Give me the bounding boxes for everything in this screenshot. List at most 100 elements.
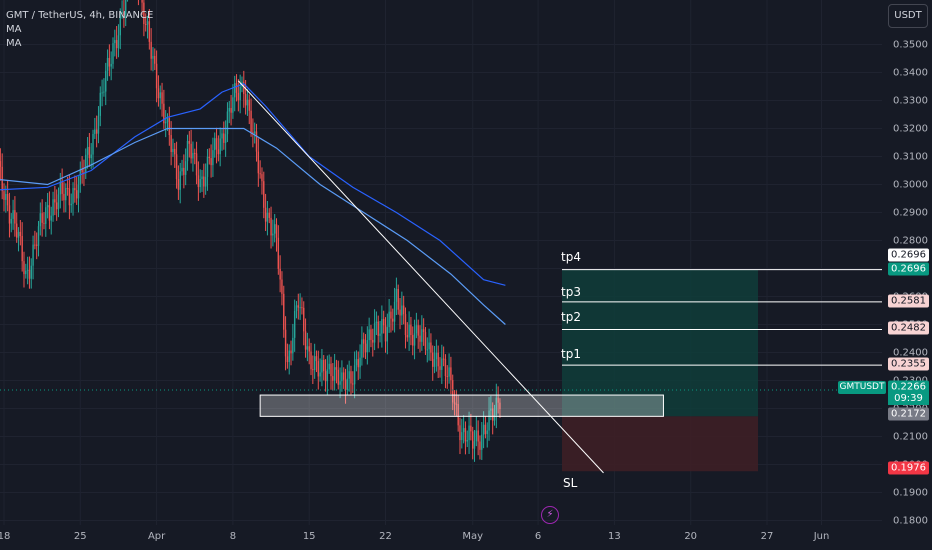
- candle-body: [408, 324, 410, 338]
- candle-body: [421, 329, 423, 342]
- candle-body: [263, 181, 265, 208]
- candle-body: [379, 333, 381, 336]
- candle-body: [333, 367, 336, 381]
- candle-body: [473, 441, 476, 449]
- candle-body: [206, 156, 209, 177]
- candle-body: [252, 132, 254, 134]
- currency-button[interactable]: USDT: [888, 4, 928, 28]
- stop-loss-price-tag: 0.1976: [888, 461, 929, 475]
- candle-body: [424, 332, 427, 350]
- candle-body: [148, 21, 151, 42]
- candle-body: [268, 212, 270, 218]
- candle-body: [192, 152, 194, 159]
- price-tick-label: 0.3400: [893, 67, 928, 78]
- candle-body: [152, 55, 154, 59]
- candle-body: [306, 346, 309, 350]
- date-tick-label: May: [462, 531, 484, 542]
- candle-body: [448, 367, 450, 377]
- candle-body: [348, 371, 350, 379]
- candle-body: [52, 199, 54, 216]
- candle-body: [297, 305, 299, 308]
- tp3-label: tp3: [561, 285, 581, 299]
- ma-indicator-2[interactable]: MA: [6, 38, 22, 49]
- candle-body: [310, 351, 312, 370]
- ma-indicator-1[interactable]: MA: [6, 24, 22, 35]
- candle-body: [223, 133, 225, 143]
- candle-body: [368, 329, 370, 341]
- candle-body: [288, 350, 290, 363]
- candle-body: [146, 21, 149, 25]
- candle-body: [477, 430, 479, 442]
- candle-body: [54, 199, 56, 203]
- sl-label: SL: [563, 476, 578, 490]
- candle-body: [5, 193, 7, 200]
- candle-body: [177, 178, 180, 190]
- candle-body: [466, 440, 468, 442]
- candle-body: [399, 309, 401, 316]
- candle-body: [446, 376, 448, 378]
- candle-body: [39, 213, 42, 227]
- candle-body: [75, 190, 78, 199]
- candle-body: [188, 141, 190, 144]
- candle-body: [412, 335, 414, 346]
- candle-body: [350, 371, 352, 384]
- candle-body: [121, 12, 123, 14]
- candle-body: [455, 403, 458, 405]
- candle-body: [283, 293, 285, 330]
- date-tick-label: 27: [760, 531, 774, 542]
- candle-body: [457, 404, 459, 426]
- candle-body: [30, 265, 32, 279]
- candle-body: [475, 430, 478, 442]
- candle-body: [264, 207, 267, 222]
- symbol-title[interactable]: GMT / TetherUS, 4h, BINANCE: [6, 10, 154, 21]
- entry-price-tag: 0.2172: [888, 407, 929, 421]
- candle-body: [490, 408, 492, 411]
- candle-body: [395, 288, 398, 302]
- candle-body: [339, 381, 341, 385]
- candle-body: [217, 149, 220, 155]
- candle-body: [157, 88, 160, 99]
- candle-body: [444, 359, 447, 377]
- date-tick-label: Jun: [813, 531, 830, 542]
- candle-body: [45, 207, 47, 224]
- price-tick-label: 0.2800: [893, 235, 928, 246]
- candle-body: [197, 175, 200, 188]
- candle-body: [63, 193, 65, 201]
- candle-body: [470, 425, 472, 432]
- candle-body: [94, 129, 96, 134]
- candle-body: [308, 346, 310, 352]
- candle-body: [290, 350, 292, 354]
- candle-body: [366, 340, 369, 353]
- candle-body: [255, 131, 258, 152]
- lightning-icon[interactable]: ⚡: [541, 506, 559, 524]
- candle-body: [363, 339, 365, 344]
- candle-body: [161, 92, 163, 104]
- candle-body: [281, 279, 283, 294]
- candle-body: [215, 138, 218, 150]
- candle-body: [103, 91, 105, 93]
- candle-body: [239, 86, 241, 101]
- candle-body: [386, 327, 389, 342]
- ma-fast-line: [0, 82, 506, 286]
- candle-body: [41, 213, 43, 223]
- candle-body: [48, 205, 51, 221]
- candle-body: [61, 182, 63, 194]
- candle-body: [105, 70, 107, 92]
- candle-body: [115, 40, 118, 49]
- candle-body: [397, 288, 399, 310]
- candle-body: [315, 356, 318, 362]
- candle-body: [461, 432, 463, 441]
- candle-body: [221, 133, 223, 139]
- candle-body: [179, 171, 181, 190]
- candle-body: [174, 148, 176, 155]
- candle-body: [499, 402, 501, 410]
- candle-body: [250, 110, 252, 133]
- candle-body: [210, 158, 212, 166]
- candle-body: [234, 83, 236, 98]
- tp3-price-tag: 0.2581: [888, 294, 929, 308]
- candle-body: [74, 188, 76, 191]
- candle-body: [481, 434, 483, 450]
- candle-body: [355, 359, 358, 366]
